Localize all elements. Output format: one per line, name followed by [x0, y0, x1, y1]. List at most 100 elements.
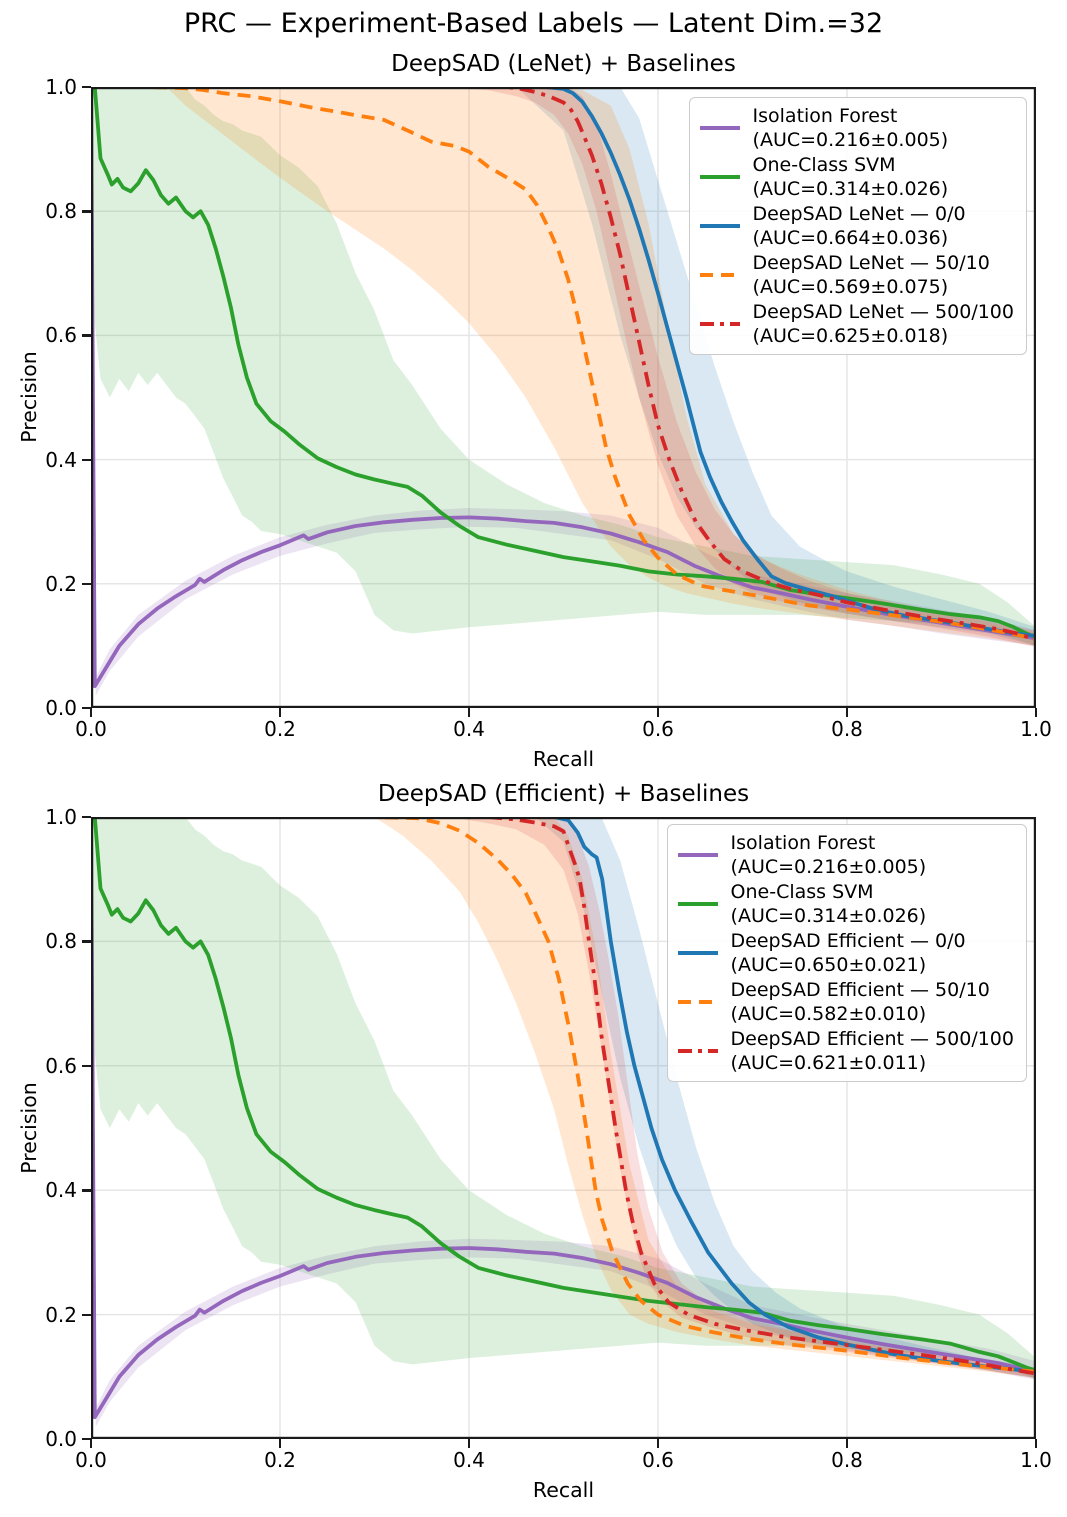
legend-item: DeepSAD LeNet — 50/10 (AUC=0.569±0.075): [699, 251, 1014, 299]
legend-line-sample: [699, 175, 740, 179]
prc-curve: [91, 87, 1036, 639]
x-axis-label-top: Recall: [532, 747, 595, 771]
x-tick-label: 0.8: [831, 717, 863, 741]
x-tick-label: 0.2: [264, 717, 296, 741]
legend-item-auc: (AUC=0.582±0.010): [730, 1003, 927, 1025]
x-tick-label: 1.0: [1020, 1448, 1052, 1472]
legend-item-auc: (AUC=0.621±0.011): [730, 1052, 927, 1074]
y-tick: [82, 1189, 91, 1192]
x-tick: [1035, 1439, 1038, 1448]
x-tick-label: 0.8: [831, 1448, 863, 1472]
y-tick-label: 1.0: [45, 805, 77, 829]
prc-curve: [91, 87, 1036, 689]
axes-spines: [91, 87, 1036, 708]
y-tick-label: 0.8: [45, 199, 77, 224]
x-tick: [90, 1439, 93, 1448]
plot-area-efficient: [91, 817, 1036, 1439]
legend-item-name: DeepSAD LeNet — 50/10: [752, 252, 990, 274]
prc-curve: [91, 817, 1036, 1376]
prc-curve: [91, 87, 1036, 641]
y-tick-label: 0.8: [45, 929, 77, 954]
legend-item-auc: (AUC=0.569±0.075): [752, 276, 949, 298]
legend-item-name: DeepSAD LeNet — 500/100: [752, 301, 1014, 323]
x-tick-label: 0.6: [642, 717, 674, 741]
legend-item-name: Isolation Forest: [730, 832, 876, 854]
x-tick-label: 1.0: [1020, 717, 1052, 741]
legend-item: DeepSAD Efficient — 500/100 (AUC=0.621±0.…: [677, 1027, 1014, 1075]
y-axis-label-bottom: Precision: [17, 1082, 41, 1174]
legend-item-name: One-Class SVM: [752, 154, 896, 176]
legend-item: Isolation Forest (AUC=0.216±0.005): [699, 104, 1014, 152]
y-tick-label: 0.0: [45, 1427, 77, 1451]
x-tick-label: 0.0: [75, 717, 107, 741]
legend-item-auc: (AUC=0.216±0.005): [730, 856, 927, 878]
y-tick: [82, 334, 91, 337]
y-tick: [82, 1064, 91, 1068]
x-tick-label: 0.4: [453, 1448, 485, 1472]
axes-spines: [91, 817, 1036, 1439]
x-tick: [1035, 708, 1038, 717]
y-tick-label: 0.4: [45, 447, 77, 472]
x-tick: [279, 1439, 282, 1448]
prc-curve: [91, 817, 1036, 1374]
legend-item-name: DeepSAD Efficient — 500/100: [730, 1028, 1014, 1050]
x-tick-label: 0.2: [264, 1448, 296, 1472]
y-tick: [82, 582, 91, 586]
x-axis-label-bottom: Recall: [532, 1478, 595, 1502]
x-tick: [468, 708, 471, 717]
confidence-band: [91, 817, 1036, 1427]
legend-line-sample: [677, 902, 718, 906]
legend-item-auc: (AUC=0.650±0.021): [730, 954, 927, 976]
y-tick-label: 1.0: [45, 75, 77, 99]
prc-curve: [91, 87, 1036, 642]
figure-title: PRC — Experiment-Based Labels — Latent D…: [183, 8, 884, 39]
prc-curve: [91, 817, 1036, 1373]
legend-item: DeepSAD Efficient — 50/10 (AUC=0.582±0.01…: [677, 978, 1014, 1026]
x-tick: [846, 708, 849, 717]
confidence-band: [91, 817, 1036, 1380]
legend-line-sample: [677, 853, 718, 857]
legend-item-name: Isolation Forest: [752, 105, 898, 127]
x-tick-label: 0.6: [642, 1448, 674, 1472]
x-tick: [468, 1439, 471, 1448]
y-tick: [82, 458, 91, 461]
y-tick-label: 0.2: [45, 1302, 77, 1327]
y-tick-label: 0.4: [45, 1178, 77, 1203]
y-tick: [82, 816, 91, 819]
legend-line-sample: [699, 322, 740, 326]
x-tick: [657, 708, 660, 717]
x-tick: [90, 708, 93, 717]
legend: Isolation Forest (AUC=0.216±0.005) One-Cla…: [666, 824, 1027, 1082]
legend-line-sample: [699, 224, 740, 228]
x-tick-label: 0.0: [75, 1448, 107, 1472]
legend-line-sample: [677, 1000, 718, 1004]
legend-item: Isolation Forest (AUC=0.216±0.005): [677, 831, 1014, 879]
plot-area-lenet: [91, 87, 1036, 708]
y-tick-label: 0.0: [45, 696, 77, 720]
x-tick: [846, 1439, 849, 1448]
legend-item: One-Class SVM (AUC=0.314±0.026): [699, 153, 1014, 201]
y-tick: [82, 210, 91, 213]
y-axis-label-top: Precision: [17, 351, 41, 443]
legend-item-name: One-Class SVM: [730, 881, 874, 903]
confidence-band: [91, 817, 1036, 1378]
legend-item: DeepSAD LeNet — 500/100 (AUC=0.625±0.018): [699, 300, 1014, 348]
legend-item-auc: (AUC=0.314±0.026): [752, 178, 949, 200]
y-tick-label: 0.6: [45, 323, 77, 348]
x-tick: [279, 708, 282, 717]
y-tick: [82, 1438, 91, 1441]
confidence-band: [91, 87, 1036, 646]
y-tick: [82, 707, 91, 710]
legend-item-name: DeepSAD LeNet — 0/0: [752, 203, 966, 225]
x-tick-label: 0.4: [453, 717, 485, 741]
legend-item-auc: (AUC=0.625±0.018): [752, 325, 949, 347]
x-tick: [657, 1439, 660, 1448]
legend-line-sample: [677, 951, 718, 955]
legend-line-sample: [699, 126, 740, 130]
y-tick-label: 0.2: [45, 571, 77, 596]
y-tick-label: 0.6: [45, 1053, 77, 1078]
legend-item-auc: (AUC=0.314±0.026): [730, 905, 927, 927]
legend-item-name: DeepSAD Efficient — 50/10: [730, 979, 990, 1001]
subplot-title-lenet: DeepSAD (LeNet) + Baselines: [391, 51, 736, 77]
